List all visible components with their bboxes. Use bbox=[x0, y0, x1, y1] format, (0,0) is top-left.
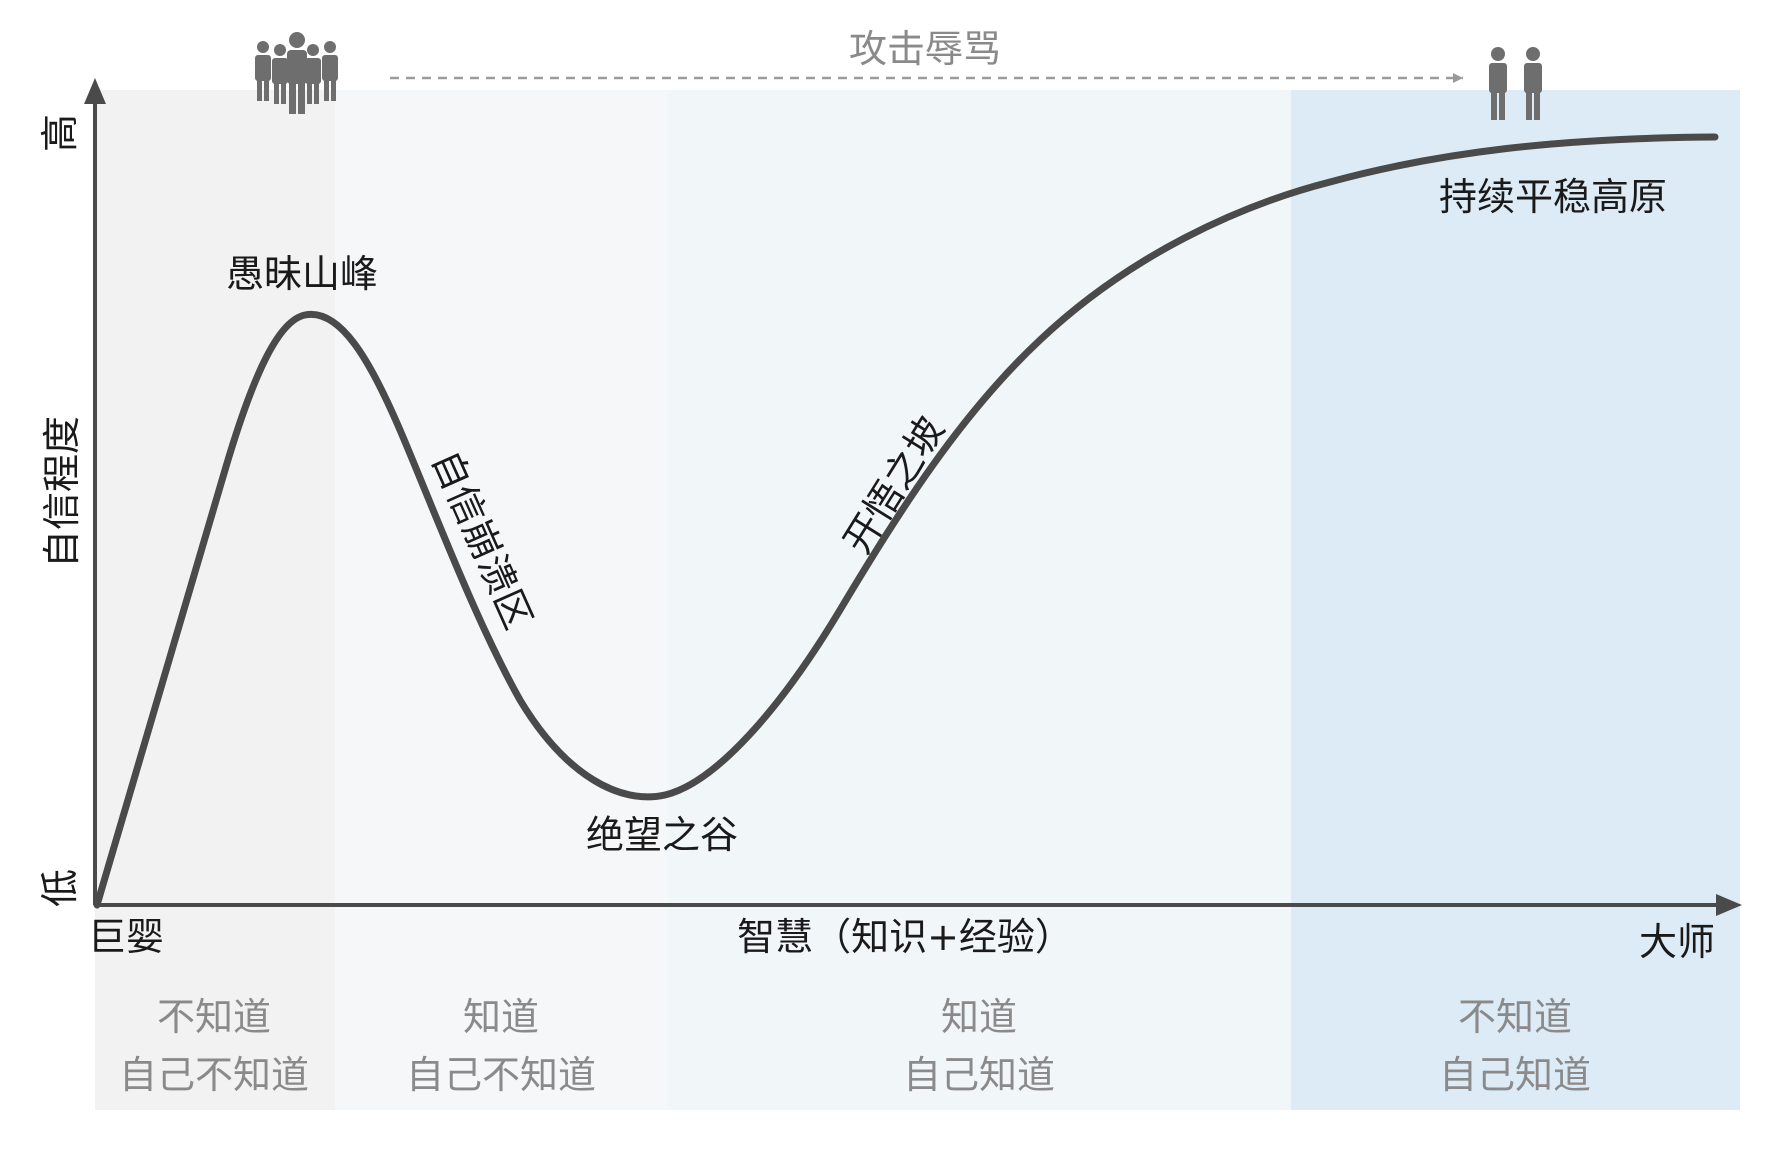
zone-4-line2: 自己知道 bbox=[1439, 1053, 1591, 1097]
attack-arrow-label: 攻击辱骂 bbox=[849, 27, 1001, 71]
crowd-icon bbox=[255, 32, 338, 114]
zone-1-line2: 自己不知道 bbox=[119, 1053, 309, 1097]
confidence-curve bbox=[93, 133, 1719, 909]
y-axis-title: 自信程度 bbox=[40, 416, 84, 568]
zone-background-1 bbox=[95, 90, 335, 1110]
zone-4-line1: 不知道 bbox=[1458, 995, 1572, 1039]
valley-label: 绝望之谷 bbox=[586, 813, 738, 857]
y-axis-arrowhead bbox=[84, 78, 106, 104]
zone-background-3 bbox=[668, 90, 1291, 1110]
two-people-icon bbox=[1489, 47, 1542, 120]
plateau-label: 持续平稳高原 bbox=[1439, 175, 1667, 219]
x-axis-arrowhead bbox=[1716, 894, 1742, 916]
zone-1-line1: 不知道 bbox=[157, 995, 271, 1039]
x-end-label: 大师 bbox=[1639, 920, 1715, 964]
zone-background-2 bbox=[335, 90, 668, 1110]
zone-2-line2: 自己不知道 bbox=[406, 1053, 596, 1097]
zone-2-line1: 知道 bbox=[463, 995, 539, 1039]
y-low-label: 低 bbox=[38, 869, 82, 907]
x-start-label: 巨婴 bbox=[88, 915, 164, 959]
y-high-label: 高 bbox=[38, 114, 82, 152]
zone-3-line2: 自己知道 bbox=[903, 1053, 1055, 1097]
zone-3-line1: 知道 bbox=[941, 995, 1017, 1039]
zone-background-4 bbox=[1291, 90, 1740, 1110]
peak-label: 愚昧山峰 bbox=[226, 252, 378, 296]
x-axis-title: 智慧（知识+经验） bbox=[737, 915, 1073, 959]
